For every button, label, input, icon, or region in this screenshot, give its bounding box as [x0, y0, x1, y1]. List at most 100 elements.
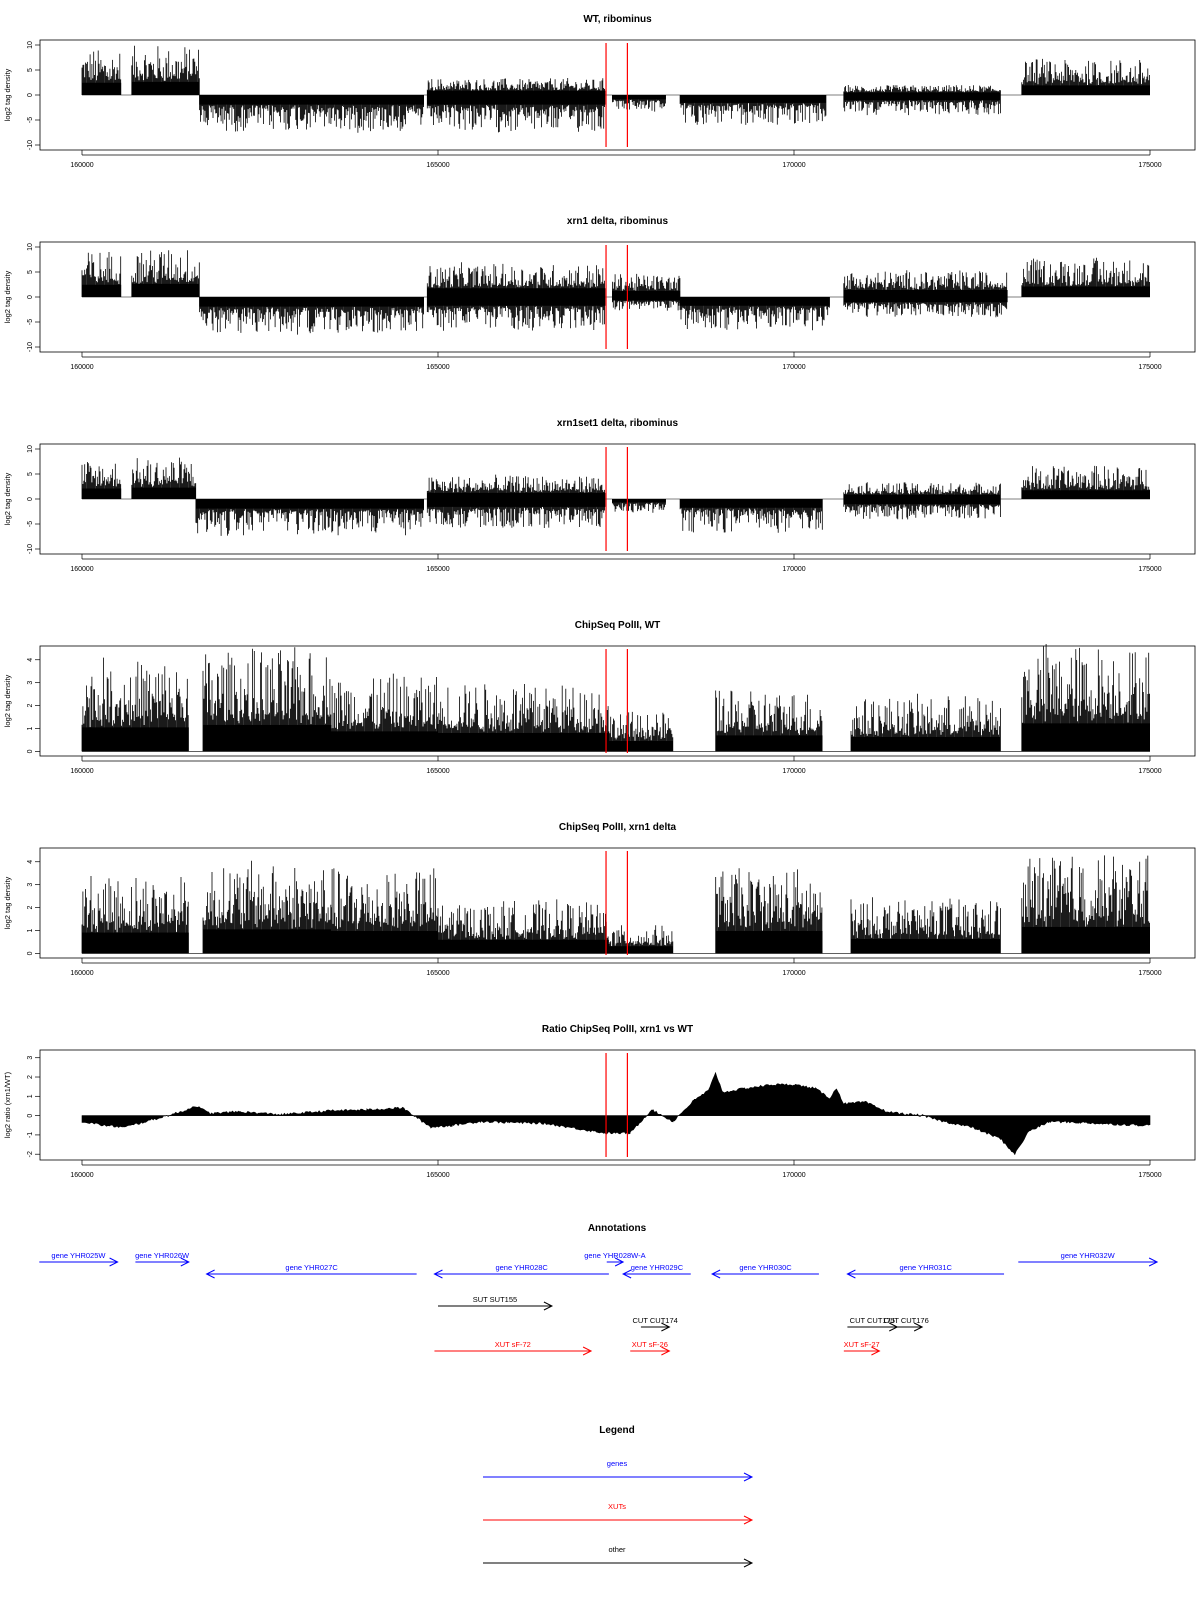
- y-tick-label: -5: [27, 521, 34, 527]
- feature-label: gene YHR032W: [1061, 1251, 1116, 1260]
- feature-xut: XUT sF-27: [844, 1340, 881, 1356]
- density-core: [843, 290, 1008, 297]
- feature-label: gene YHR027C: [285, 1263, 338, 1272]
- feature-gene: gene YHR026W: [135, 1251, 190, 1267]
- feature-label: gene YHR028C: [495, 1263, 548, 1272]
- chart-panel: WT, ribominus log2 tag density -10 -5 0 5 10 16…: [3, 14, 1196, 169]
- feature-label: XUT sF-27: [844, 1340, 880, 1349]
- feature-gene: gene YHR030C: [711, 1263, 819, 1279]
- feature-gene: gene YHR032W: [1018, 1251, 1159, 1267]
- feature-label: gene YHR026W: [135, 1251, 190, 1260]
- y-tick-label: 0: [27, 1114, 34, 1118]
- feature-label: XUT sF-72: [495, 1340, 531, 1349]
- feature-xut: XUT sF-72: [434, 1340, 593, 1356]
- y-tick-label: -5: [27, 117, 34, 123]
- feature-label: gene YHR029C: [631, 1263, 684, 1272]
- density-core: [843, 297, 1008, 303]
- density-core: [331, 930, 438, 954]
- feature-label: XUT sF-26: [632, 1340, 668, 1349]
- y-tick-label: 5: [27, 472, 34, 476]
- legend-title: Legend: [599, 1425, 635, 1436]
- density-core: [131, 283, 200, 297]
- density-core: [850, 736, 1001, 752]
- x-tick-label: 170000: [782, 768, 805, 775]
- density-core: [427, 297, 606, 306]
- legend-label: genes: [607, 1459, 628, 1468]
- chart-title: ChipSeq PolII, xrn1 delta: [559, 822, 677, 833]
- x-tick-label: 165000: [426, 970, 449, 977]
- density-core: [438, 732, 609, 752]
- y-tick-label: 3: [27, 1056, 34, 1060]
- y-tick-label: 1: [27, 928, 34, 932]
- legend-arrow-head: [743, 1558, 754, 1568]
- annotations-panel: Annotations gene YHR025W gene YHR026W gene …: [39, 1223, 1159, 1356]
- x-tick-label: 175000: [1138, 768, 1161, 775]
- density-core: [331, 731, 438, 752]
- density-core: [1021, 926, 1150, 954]
- density-core: [199, 95, 424, 105]
- density-core: [438, 939, 609, 954]
- density-core: [612, 290, 681, 297]
- feature-arrow-head: [582, 1346, 593, 1356]
- density-core: [680, 297, 830, 306]
- legend-item-xut: XUTs: [483, 1502, 754, 1525]
- y-tick-label: 3: [27, 883, 34, 887]
- y-tick-label: -5: [27, 319, 34, 325]
- y-tick-label: 4: [27, 860, 34, 864]
- feature-arrow-head: [661, 1322, 671, 1332]
- x-tick-label: 170000: [782, 162, 805, 169]
- feature-label: gene YHR028W-A: [584, 1251, 645, 1260]
- chart-title: ChipSeq PolII, WT: [575, 620, 661, 631]
- density-core: [203, 929, 332, 954]
- feature-xut: XUT sF-26: [630, 1340, 671, 1356]
- density-core: [1021, 286, 1150, 297]
- ratio-area: [81, 1072, 1151, 1156]
- y-tick-label: 1: [27, 1094, 34, 1098]
- chart-title: Ratio ChipSeq PolII, xrn1 vs WT: [542, 1024, 693, 1035]
- density-core: [612, 95, 666, 100]
- legend-arrow-head: [743, 1515, 754, 1525]
- y-tick-label: -2: [27, 1151, 34, 1157]
- feature-label: gene YHR031C: [900, 1263, 953, 1272]
- chart-panel: xrn1 delta, ribominus log2 tag density -10…: [3, 216, 1196, 371]
- chart-title: xrn1set1 delta, ribominus: [557, 418, 679, 429]
- legend-item-other: other: [483, 1545, 754, 1568]
- feature-arrow-head: [871, 1346, 881, 1356]
- density-core: [203, 724, 332, 752]
- y-tick-label: 0: [27, 497, 34, 501]
- x-tick-label: 175000: [1138, 970, 1161, 977]
- y-tick-label: 2: [27, 1075, 34, 1079]
- feature-gene: gene YHR028C: [433, 1263, 609, 1279]
- feature-gene: gene YHR029C: [622, 1263, 691, 1279]
- feature-other: CUT CUT176: [883, 1316, 929, 1332]
- feature-label: gene YHR025W: [51, 1251, 106, 1260]
- density-core: [680, 95, 827, 103]
- feature-gene: gene YHR025W: [39, 1251, 119, 1267]
- density-core: [680, 499, 823, 508]
- y-axis-label: log2 tag density: [3, 674, 12, 727]
- y-axis-label: log2 tag density: [3, 472, 12, 525]
- x-tick-label: 160000: [70, 970, 93, 977]
- density-core: [612, 297, 681, 301]
- y-tick-label: 0: [27, 749, 34, 753]
- feature-label: CUT CUT175: [850, 1316, 895, 1325]
- y-axis-label: log2 tag density: [3, 270, 12, 323]
- x-tick-label: 175000: [1138, 566, 1161, 573]
- density-core: [843, 92, 1001, 95]
- chart-panel: ChipSeq PolII, xrn1 delta log2 tag densit…: [3, 822, 1196, 977]
- feature-arrow-head: [846, 1269, 856, 1279]
- x-tick-label: 170000: [782, 970, 805, 977]
- plot-frame: [39, 847, 1196, 959]
- x-tick-label: 175000: [1138, 162, 1161, 169]
- density-core: [612, 499, 666, 503]
- annotations-title: Annotations: [588, 1223, 647, 1234]
- y-axis-label: log2 ratio (xrn1/WT): [3, 1071, 12, 1138]
- chart-title: WT, ribominus: [583, 14, 652, 25]
- feature-gene: gene YHR028W-A: [584, 1251, 646, 1267]
- x-tick-label: 160000: [70, 566, 93, 573]
- y-tick-label: -1: [27, 1132, 34, 1138]
- feature-label: SUT SUT155: [473, 1295, 517, 1304]
- feature-arrow-head: [614, 1257, 625, 1267]
- y-axis-label: log2 tag density: [3, 68, 12, 121]
